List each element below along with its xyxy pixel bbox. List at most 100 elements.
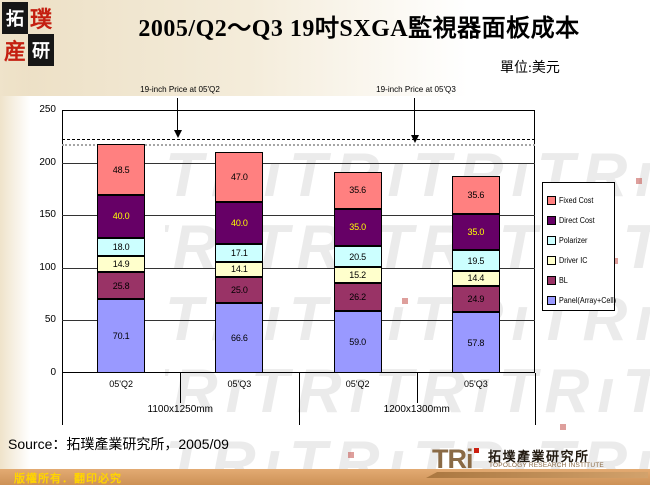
bar-value-label: 66.6	[231, 332, 248, 343]
bar-segment: 40.0	[215, 201, 264, 244]
bar-segment: 70.1	[97, 299, 146, 373]
copyright-text: 版權所有．翻印必究	[14, 473, 122, 485]
bar-value-label: 18.0	[112, 241, 130, 252]
price-annotation-label: 19-inch Price at 05'Q2	[140, 84, 220, 94]
background-left-strip	[0, 0, 30, 485]
page-title: 2005/Q2～Q3 19吋SXGA監視器面板成本	[138, 16, 580, 42]
price-annotation-arrow	[414, 98, 415, 135]
company-seal-logo: 拓 璞 産 研	[2, 2, 54, 66]
bar-segment: 35.0	[451, 213, 500, 251]
bar-value-label: 19.5	[467, 255, 485, 266]
source-note: Source：拓璞產業研究所，2005/09	[8, 436, 229, 452]
gridline	[62, 267, 535, 269]
gridline	[62, 320, 535, 322]
tri-logo-swoosh	[426, 472, 648, 478]
bar-value-label: 24.9	[467, 294, 485, 305]
bar-value-label: 35.0	[467, 226, 485, 237]
bar-value-label: 35.6	[349, 185, 366, 196]
bar-value-label: 25.0	[231, 284, 248, 295]
plot-area	[62, 110, 535, 373]
legend-label: Driver IC	[559, 255, 588, 265]
x-category-label: 05'Q3	[227, 379, 252, 389]
watermark-red-dot	[348, 452, 354, 458]
price-line-q3	[62, 143, 535, 146]
legend-swatch-icon	[547, 195, 556, 205]
price-annotation-arrow	[177, 98, 178, 130]
legend-item: Direct Cost	[547, 210, 611, 230]
bar-segment: 57.8	[451, 312, 500, 373]
y-axis-label: 250	[39, 104, 56, 115]
bar-value-label: 48.5	[112, 164, 130, 175]
bar-segment: 47.0	[215, 152, 264, 202]
tri-logo-chinese-name: 拓墣產業研究所	[488, 449, 590, 464]
tri-logo-red-dot-icon	[474, 448, 479, 453]
bar-segment: 14.9	[97, 256, 146, 273]
bar-segment: 35.6	[451, 176, 500, 214]
legend-label: Fixed Cost	[559, 195, 594, 205]
bar-value-label: 59.0	[349, 336, 366, 347]
watermark-red-dot	[636, 178, 642, 184]
legend-label: Panel(Array+Cell)	[559, 295, 617, 305]
gridline	[62, 215, 535, 217]
tri-logo: TRi 拓墣產業研究所 TOPOLOGY RESEARCH INSTITUTE	[426, 444, 648, 480]
tri-logo-wordmark: TRi	[432, 444, 473, 474]
legend-item: Driver IC	[547, 250, 611, 270]
price-line-q2	[62, 139, 535, 141]
bar-value-label: 40.0	[231, 217, 248, 228]
y-axis-label: 150	[39, 209, 56, 221]
bar-value-label: 15.2	[349, 270, 366, 281]
axis-tick	[298, 373, 300, 425]
legend-swatch-icon	[547, 235, 556, 245]
seal-char: 璞	[29, 7, 52, 32]
bar-value-label: 35.6	[467, 189, 485, 200]
x-category-label: 05'Q2	[109, 379, 133, 389]
bar-value-label: 25.8	[112, 280, 130, 291]
bar-value-label: 14.4	[467, 273, 485, 284]
x-category-label: 05'Q3	[464, 379, 488, 389]
bar-segment: 35.6	[333, 171, 382, 209]
legend-item: Polarizer	[547, 230, 611, 250]
bar-segment: 40.0	[97, 195, 146, 238]
bar-segment: 59.0	[333, 310, 382, 373]
price-annotation-arrowhead-icon	[410, 135, 419, 143]
x-group-label: 1200x1300mm	[383, 404, 450, 415]
y-axis-label: 100	[39, 261, 56, 273]
bar-segment: 25.0	[215, 276, 264, 303]
watermark-red-dot	[402, 298, 408, 304]
bar-value-label: 14.1	[231, 264, 248, 275]
bar-value-label: 17.1	[231, 247, 248, 258]
legend-swatch-icon	[547, 215, 556, 225]
x-group-label: 1100x1250mm	[147, 404, 213, 415]
y-axis-label: 200	[39, 156, 56, 168]
axis-tick	[62, 373, 63, 425]
bar-segment: 19.5	[451, 250, 500, 271]
y-axis-label: 50	[44, 314, 56, 326]
seal-char: 拓	[2, 2, 28, 34]
bar-segment: 20.5	[333, 245, 382, 268]
bar-value-label: 14.9	[112, 259, 130, 270]
bar-segment: 35.0	[333, 208, 382, 246]
bar-segment: 24.9	[451, 285, 500, 313]
legend-swatch-icon	[547, 255, 556, 265]
legend: Fixed Cost Direct Cost Polarizer Driver IC B…	[542, 182, 617, 311]
bar-value-label: 26.2	[349, 292, 366, 303]
bar-value-label: 40.0	[112, 211, 130, 222]
axis-tick	[535, 373, 536, 425]
bar-value-label: 57.8	[467, 337, 485, 348]
legend-swatch-icon	[547, 295, 556, 305]
y-axis-label: 0	[50, 367, 56, 378]
bar-segment: 15.2	[333, 267, 382, 284]
legend-label: BL	[559, 275, 568, 285]
bar-segment: 48.5	[97, 144, 146, 196]
watermark-red-dot	[560, 424, 566, 430]
bar-segment: 14.1	[215, 261, 264, 277]
bar-segment: 17.1	[215, 243, 264, 262]
legend-label: Direct Cost	[559, 215, 595, 225]
bar-segment: 18.0	[97, 237, 146, 257]
gridline	[62, 162, 535, 164]
axis-tick	[416, 373, 418, 403]
seal-char: 研	[28, 34, 54, 66]
bar-segment: 26.2	[333, 283, 382, 311]
